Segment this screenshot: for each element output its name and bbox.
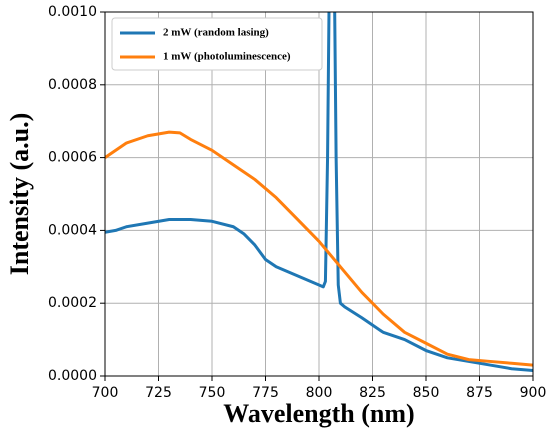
x-tick-label: 900 <box>520 385 547 401</box>
legend-label: 2 mW (random lasing) <box>163 27 269 39</box>
grid <box>104 11 534 377</box>
series-line <box>105 12 533 373</box>
y-tick-label: 0.0000 <box>48 368 97 384</box>
ticks: 700 725 750 775 800 825 850 875 900 0.0000 0.0002 0… <box>48 4 546 401</box>
y-tick-label: 0.0004 <box>48 222 97 238</box>
y-tick-label: 0.0010 <box>48 4 97 20</box>
legend: 2 mW (random lasing) 1 mW (photoluminesce… <box>111 17 323 71</box>
x-tick-label: 800 <box>306 385 333 401</box>
legend-label: 1 mW (photoluminescence) <box>163 51 291 63</box>
y-tick-label: 0.0006 <box>48 150 97 166</box>
x-tick-label: 775 <box>252 385 279 401</box>
y-tick-label: 0.0002 <box>48 295 97 311</box>
legend-box <box>111 17 323 71</box>
x-tick-label: 875 <box>466 385 493 401</box>
x-axis-title: Wavelength (nm) <box>223 399 414 428</box>
x-tick-label: 850 <box>413 385 440 401</box>
x-tick-label: 700 <box>92 385 119 401</box>
x-tick-label: 750 <box>199 385 226 401</box>
y-axis-title: Intensity (a.u.) <box>5 113 34 276</box>
y-tick-label: 0.0008 <box>48 77 97 93</box>
x-tick-label: 825 <box>359 385 386 401</box>
plot-lines <box>105 12 533 373</box>
series-line <box>105 130 533 367</box>
x-tick-label: 725 <box>145 385 172 401</box>
